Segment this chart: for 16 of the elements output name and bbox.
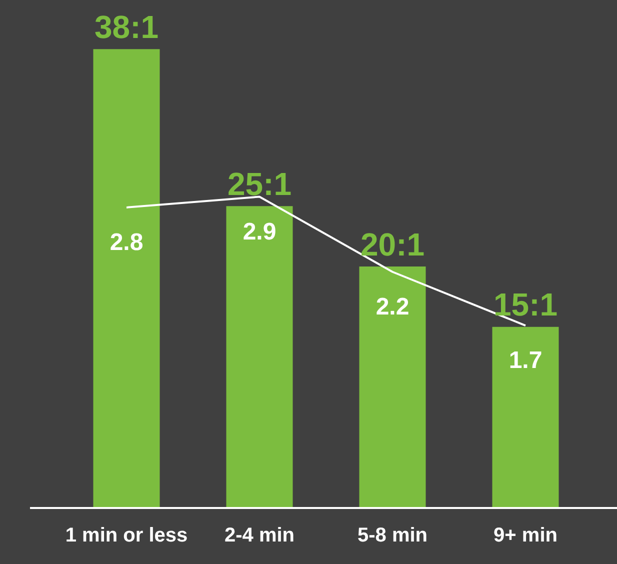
bar	[93, 49, 160, 508]
data-label: 38:1	[94, 8, 159, 45]
bar	[492, 326, 559, 508]
x-tick-label: 5-8 min	[357, 524, 428, 547]
x-tick-label: 2-4 min	[224, 524, 295, 547]
data-label: 1.7	[508, 347, 542, 374]
bar	[359, 266, 426, 508]
data-label: 25:1	[227, 166, 292, 202]
data-label: 2.9	[242, 218, 276, 246]
data-label: 2.8	[110, 229, 144, 256]
x-tick-label: 9+ min	[494, 524, 558, 547]
data-label: 15:1	[493, 286, 558, 323]
bar	[226, 206, 293, 508]
x-tick-label: 1 min or less	[65, 524, 188, 547]
data-label: 20:1	[360, 226, 425, 262]
data-label: 2.2	[376, 293, 410, 320]
